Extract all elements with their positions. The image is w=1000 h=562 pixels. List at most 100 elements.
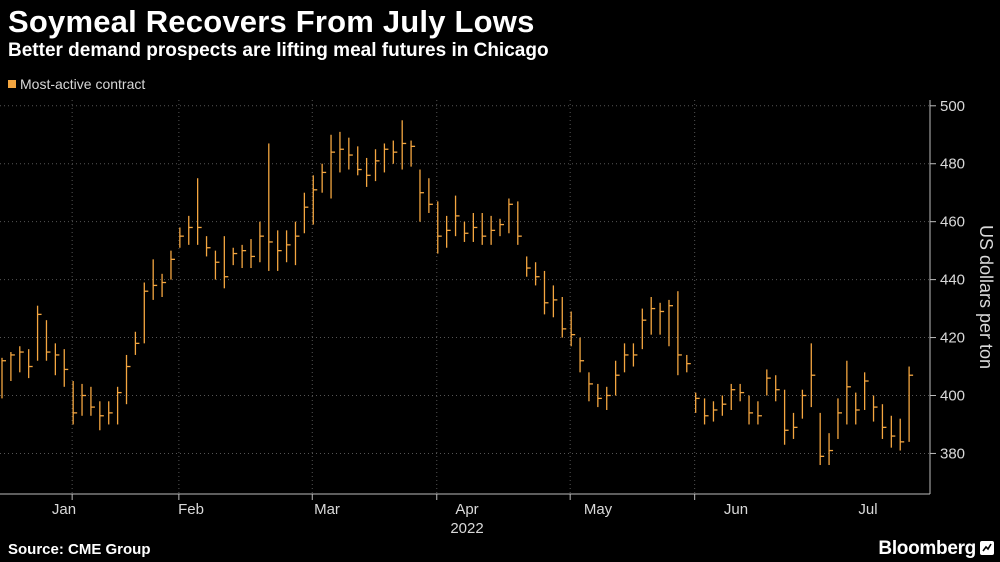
grid — [0, 100, 930, 494]
ohlc-bar — [881, 404, 887, 439]
ohlc-bar — [446, 215, 451, 248]
ohlc-bar — [712, 401, 718, 422]
ohlc-bar — [268, 143, 273, 271]
ohlc-bar — [792, 412, 798, 439]
ohlc-bar — [677, 291, 682, 376]
ohlc-bar — [232, 247, 238, 266]
y-tick-label: 420 — [940, 330, 965, 347]
ohlc-bar — [721, 395, 727, 416]
ohlc-bar — [152, 259, 158, 300]
chart-title: Soymeal Recovers From July Lows — [8, 4, 535, 39]
ohlc-bar — [45, 320, 51, 361]
ohlc-bar — [623, 343, 629, 373]
ohlc-bar — [374, 149, 380, 182]
ohlc-bar — [277, 230, 282, 271]
ohlc-bar — [552, 285, 558, 318]
ohlc-bar — [143, 282, 149, 344]
ohlc-bar — [890, 415, 896, 448]
ohlc-bar — [561, 297, 567, 338]
ohlc-bar — [72, 381, 78, 425]
ohlc-bar — [481, 212, 487, 245]
ohlc-bar — [490, 215, 496, 245]
ohlc-bar — [606, 386, 611, 410]
ohlc-bar — [472, 212, 478, 242]
ohlc-bar — [828, 433, 834, 466]
ohlc-bar — [908, 366, 914, 442]
ohlc-bar — [81, 383, 87, 416]
ohlc-bar — [668, 299, 673, 347]
ohlc-bar — [614, 360, 620, 396]
ohlc-bar — [134, 331, 140, 355]
ohlc-bar — [855, 392, 860, 425]
ohlc-bar — [748, 395, 754, 425]
ohlc-bar — [703, 398, 709, 425]
ohlc-bar — [419, 169, 424, 222]
ohlc-bar — [499, 218, 505, 237]
source-note: Source: CME Group — [8, 541, 151, 558]
x-tick-label: Feb — [178, 501, 204, 518]
ohlc-bar — [392, 140, 398, 164]
ohlc-bar — [783, 389, 789, 445]
ohlc-series — [1, 120, 914, 466]
ohlc-bar — [899, 418, 905, 451]
ohlc-bar — [179, 227, 184, 248]
ohlc-bar — [730, 383, 736, 410]
y-tick-label: 440 — [940, 272, 965, 289]
ohlc-bar — [125, 354, 131, 405]
ohlc-bar — [846, 360, 851, 425]
ohlc-bar — [543, 270, 549, 315]
ohlc-bar — [739, 383, 745, 402]
ohlc-bar — [508, 198, 513, 234]
ohlc-bar — [312, 175, 318, 225]
ohlc-bar — [321, 163, 327, 193]
y-tick-label: 460 — [940, 214, 965, 231]
ohlc-bar — [99, 401, 104, 431]
ohlc-bar — [36, 305, 42, 361]
ohlc-bar — [872, 395, 878, 422]
ohlc-bar — [1, 357, 6, 399]
ohlc-bar — [303, 192, 309, 234]
ohlc-bar — [463, 221, 469, 242]
ohlc-bar — [19, 346, 24, 373]
x-tick-label: Jul — [858, 501, 877, 518]
bloomberg-logo: Bloomberg — [878, 538, 976, 559]
ohlc-bar — [570, 311, 576, 347]
ohlc-bar — [410, 140, 416, 167]
y-axis-title: US dollars per ton — [976, 225, 996, 369]
ohlc-bar — [170, 250, 175, 280]
ohlc-bar — [108, 401, 113, 425]
ohlc-bar — [259, 221, 264, 263]
ohlc-bar — [63, 349, 69, 387]
ohlc-bar — [401, 120, 407, 170]
ohlc-bar — [534, 262, 540, 286]
ohlc-bar — [695, 392, 700, 413]
ohlc-bar — [339, 131, 344, 173]
ohlc-bar — [686, 354, 691, 373]
ohlc-bar — [54, 343, 60, 376]
x-tick-label: Apr — [455, 501, 478, 518]
ohlc-bar — [90, 386, 95, 416]
ohlc-bar — [214, 250, 220, 280]
ohlc-bar — [526, 256, 531, 277]
ohlc-bar — [801, 389, 807, 419]
y-tick-label: 500 — [940, 98, 965, 115]
ohlc-bar — [659, 302, 665, 335]
ohlc-bar — [241, 244, 247, 269]
ohlc-bar — [330, 134, 336, 199]
axes: 380 400 420 440 460 480 500 Jan Feb Mar Apr May Jun J… — [0, 98, 996, 537]
ohlc-bar — [757, 401, 762, 425]
x-tick-label: Jan — [52, 501, 76, 518]
ohlc-bar — [188, 215, 193, 245]
x-tick-label: Mar — [314, 501, 340, 518]
x-axis-year: 2022 — [450, 520, 483, 537]
ohlc-bar — [116, 386, 122, 425]
ohlc-bar — [357, 146, 362, 176]
chart-subtitle: Better demand prospects are lifting meal… — [8, 40, 549, 61]
ohlc-bar — [197, 178, 202, 245]
ohlc-bar — [632, 343, 638, 367]
ohlc-bar — [810, 343, 816, 408]
ohlc-bar — [517, 201, 522, 245]
y-tick-label: 400 — [940, 388, 965, 405]
ohlc-bar — [250, 239, 256, 269]
